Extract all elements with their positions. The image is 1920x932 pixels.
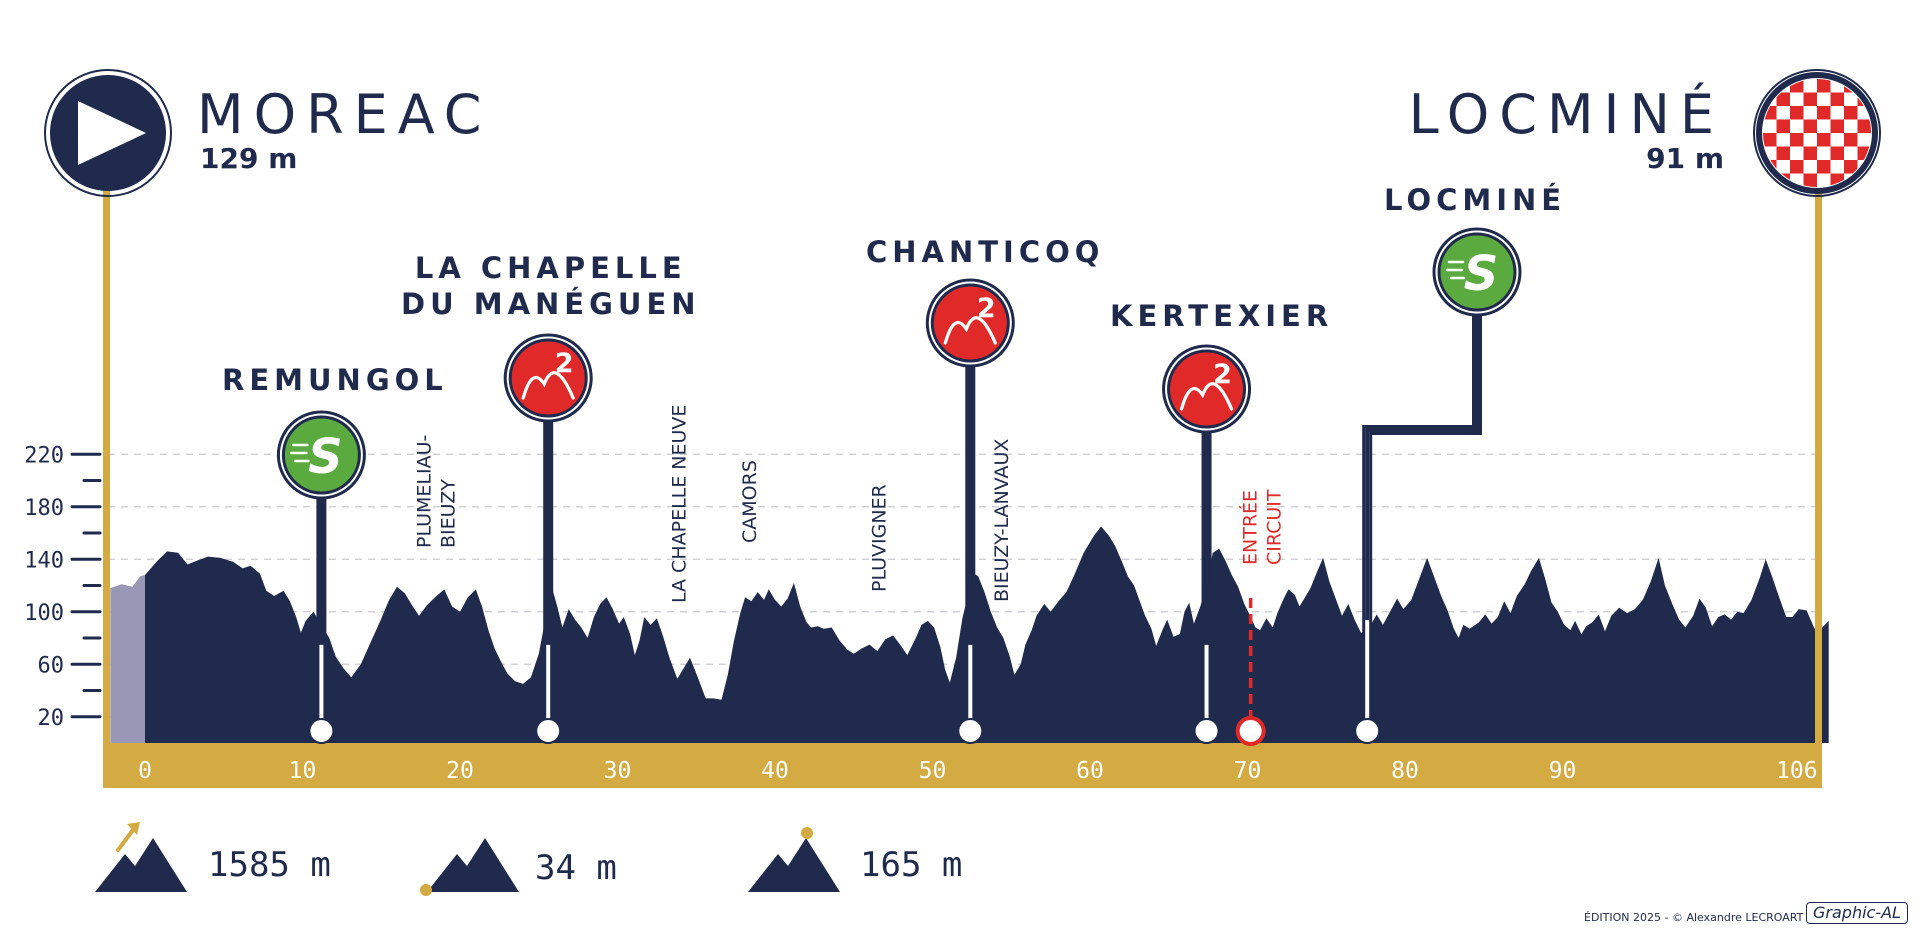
checker-square [1763,133,1777,147]
checker-square [1803,146,1817,160]
km-marker-dot-kertexier [1193,718,1220,744]
x-tick-label-90: 90 [1549,758,1577,784]
start-city: MOREAC [197,83,492,146]
x-tick-label-70: 70 [1234,758,1262,784]
x-tick-label-50: 50 [919,758,947,784]
km-marker-dot-chanticoq [957,718,984,744]
checker-square [1844,160,1858,174]
x-tick-label-20: 20 [446,758,474,784]
start-altitude: 129 m [200,142,298,175]
town-label-3-1: PLUVIGNER [868,484,890,592]
checker-square [1830,146,1844,160]
circuit-entry-label-2: CIRCUIT [1264,489,1286,565]
start-ring [44,69,172,197]
checker-square [1830,119,1844,133]
town-label-2-1: CAMORS [739,460,761,543]
total-climbing-mountain-icon [95,838,187,892]
checker-square [1803,92,1817,106]
checker-square [1776,119,1790,133]
climb-mountain-icon [521,371,575,400]
x-tick-label-60: 60 [1076,758,1104,784]
x-tick-label-0: 0 [138,758,152,784]
town-label-0-1: PLUMELIAU- [413,435,435,548]
climb-mountain-icon [943,316,997,345]
climb-mountain-icon [1179,382,1234,411]
checker-square [1830,92,1844,106]
finish-altitude: 91 m [1646,142,1724,175]
brand-logo: Graphic-AL [1806,902,1908,924]
stat-min-altitude: 34 m [535,848,617,888]
elevation-profile [145,526,1829,743]
checker-square [1817,106,1831,120]
sprint-icon [1437,232,1517,312]
x-tick-label-106,9: 106,9 [1776,758,1845,784]
ascent-arrowhead-icon [127,822,140,835]
circuit-entry-label-1: ENTRÉE [1239,490,1262,565]
min-altitude-mountain-icon [427,838,519,892]
finish-city: LOCMINÉ [1408,83,1724,146]
x-tick-label-10: 10 [289,758,317,784]
km-marker-dot-locmin- [1354,718,1381,744]
checker-square [1790,133,1804,147]
start-post [103,190,110,745]
checker-square [1803,119,1817,133]
checker-square [1857,119,1871,133]
climb-label-remungol: REMUNGOL [222,363,448,397]
finish-post [1815,190,1822,745]
neutral-zone-area [110,575,145,743]
sprint-badge-letter: S [308,429,343,485]
checker-square [1844,133,1858,147]
climb-label-chanticoq: CHANTICOQ [866,235,1105,269]
max-altitude-dot-icon [801,827,813,839]
checker-square [1776,92,1790,106]
circuit-entry-dot [1235,716,1266,746]
checker-square [1844,106,1858,120]
checker-square [1817,79,1831,93]
max-altitude-mountain-icon [748,838,840,892]
x-tick-label-30: 30 [604,758,632,784]
climb-category-number: 2 [555,348,574,379]
climb-label-la-chapelle-du-maneguen: LA CHAPELLE DU MANÉGUEN [401,251,701,321]
stat-max-altitude: 165 m [860,845,963,885]
km-marker-dot-la-chapelle-du-man-guen [535,718,562,744]
stat-total-climbing: 1585 m [208,845,331,885]
x-tick-label-40: 40 [761,758,789,784]
y-tick-label-100: 100 [24,601,64,626]
finish-ring [1753,69,1881,197]
distance-bar [103,743,1822,788]
checker-square [1776,146,1790,160]
y-tick-label-60: 60 [38,653,65,678]
play-icon [78,101,146,165]
checker-square [1803,173,1817,187]
checker-square [1790,160,1804,174]
climb-label-kertexier: KERTEXIER [1110,299,1334,333]
y-tick-label-180: 180 [24,496,64,521]
town-label-4-1: BIEUZY-LANVAUX [991,439,1013,602]
y-tick-label-140: 140 [24,548,64,573]
leader-line-top-locmin- [1365,314,1479,620]
sprint-icon [281,415,361,495]
x-tick-label-80: 80 [1391,758,1419,784]
town-label-0-2: BIEUZY [437,479,459,548]
climb-category-number: 2 [1213,359,1232,390]
y-tick-label-220: 220 [24,443,64,468]
checker-square [1817,160,1831,174]
credit-text: ÉDITION 2025 - © Alexandre LECROART [1584,911,1804,924]
town-label-1-1: LA CHAPELLE NEUVE [668,405,690,603]
min-altitude-dot-icon [420,884,432,896]
climb-label-locmine: LOCMINÉ [1384,183,1567,217]
km-marker-dot-remungol [308,718,335,744]
y-tick-label-20: 20 [38,706,65,731]
sprint-badge-letter: S [1464,246,1499,302]
checker-square [1790,106,1804,120]
climb-category-number: 2 [977,293,996,324]
checker-square [1817,133,1831,147]
